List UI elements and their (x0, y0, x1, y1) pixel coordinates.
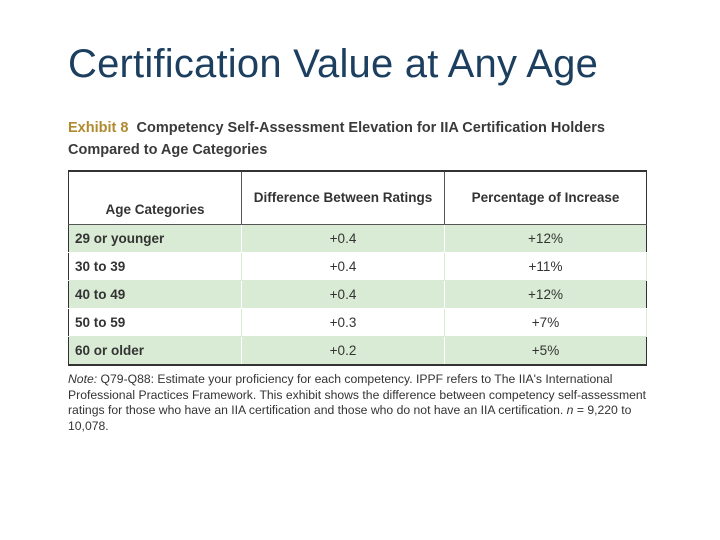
cell-percentage: +12% (444, 224, 647, 253)
header-age-categories: Age Categories (68, 171, 242, 225)
table-row: 29 or younger +0.4 +12% (68, 224, 647, 253)
table-header-row: Age Categories Difference Between Rating… (68, 171, 647, 225)
slide-title: Certification Value at Any Age (68, 42, 599, 86)
header-percentage-of-increase: Percentage of Increase (444, 171, 647, 225)
table-row: 40 to 49 +0.4 +12% (68, 280, 647, 309)
cell-age-category: 29 or younger (68, 224, 242, 253)
cell-difference: +0.4 (241, 224, 445, 253)
table-row: 60 or older +0.2 +5% (68, 336, 647, 365)
cell-difference: +0.3 (241, 308, 445, 337)
note-n-label: n (566, 403, 574, 418)
table-row: 30 to 39 +0.4 +11% (68, 252, 647, 281)
cell-age-category: 40 to 49 (68, 280, 242, 309)
table-row: 50 to 59 +0.3 +7% (68, 308, 647, 337)
note-label: Note: (68, 372, 98, 386)
exhibit-heading: Exhibit 8 Competency Self-Assessment Ele… (68, 117, 648, 161)
cell-difference: +0.4 (241, 280, 445, 309)
exhibit-label: Exhibit 8 (68, 120, 129, 136)
header-difference-between-ratings: Difference Between Ratings (241, 171, 445, 225)
cell-age-category: 60 or older (68, 336, 242, 365)
cell-difference: +0.4 (241, 252, 445, 281)
cell-percentage: +11% (444, 252, 647, 281)
age-category-table: Age Categories Difference Between Rating… (68, 170, 647, 366)
exhibit-table-container: Age Categories Difference Between Rating… (68, 170, 647, 366)
cell-age-category: 50 to 59 (68, 308, 242, 337)
exhibit-title: Competency Self-Assessment Elevation for… (68, 120, 605, 158)
cell-percentage: +7% (444, 308, 647, 337)
exhibit-note: Note: Q79-Q88: Estimate your proficiency… (68, 372, 658, 434)
cell-percentage: +5% (444, 336, 647, 365)
cell-age-category: 30 to 39 (68, 252, 242, 281)
cell-percentage: +12% (444, 280, 647, 309)
cell-difference: +0.2 (241, 336, 445, 365)
note-text: Q79-Q88: Estimate your proficiency for e… (68, 372, 647, 418)
note-n-text: = 9,220 to 10,078. (68, 403, 632, 433)
